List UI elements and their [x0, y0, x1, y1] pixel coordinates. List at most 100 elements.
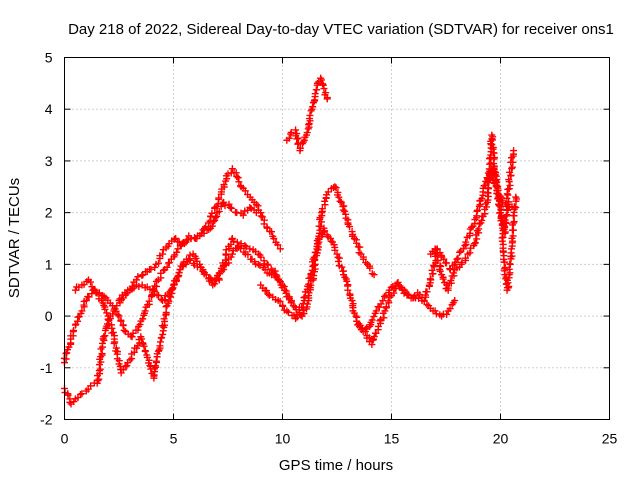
- data-point: [279, 302, 287, 310]
- data-point: [206, 274, 214, 282]
- data-point: [134, 326, 142, 334]
- data-point: [327, 237, 335, 245]
- data-point: [332, 184, 340, 192]
- data-point: [292, 315, 300, 323]
- data-point: [311, 90, 319, 98]
- data-point: [471, 239, 479, 247]
- x-tick-labels: 0 5 10 15 20 25: [61, 431, 618, 447]
- data-point: [154, 347, 162, 355]
- data-point: [483, 203, 491, 211]
- data-point: [320, 85, 328, 93]
- data-point: [126, 356, 134, 364]
- data-point: [298, 303, 306, 311]
- data-point: [274, 241, 282, 249]
- data-point: [268, 228, 276, 236]
- data-point: [185, 255, 193, 263]
- data-point: [283, 307, 291, 315]
- data-point: [159, 266, 167, 274]
- data-point: [305, 280, 313, 288]
- x-tick-label: 25: [602, 431, 618, 447]
- data-point: [163, 263, 171, 271]
- data-point: [158, 334, 166, 342]
- data-point: [140, 342, 148, 350]
- data-point: [138, 335, 146, 343]
- data-point: [510, 203, 518, 211]
- data-point: [221, 261, 229, 269]
- data-point: [101, 305, 109, 313]
- data-point: [145, 297, 153, 305]
- data-point: [442, 259, 450, 267]
- data-point: [173, 248, 181, 256]
- data-point: [387, 283, 395, 291]
- data-point: [169, 285, 177, 293]
- data-point: [466, 249, 474, 257]
- data-point: [117, 317, 125, 325]
- data-point: [447, 277, 455, 285]
- data-point: [508, 252, 516, 260]
- data-point: [473, 235, 481, 243]
- data-point: [230, 237, 238, 245]
- data-point: [136, 321, 144, 329]
- data-point: [208, 222, 216, 230]
- data-point: [500, 258, 508, 266]
- data-point: [453, 255, 461, 263]
- data-point: [187, 235, 195, 242]
- data-point: [489, 149, 497, 157]
- data-point: [324, 188, 332, 196]
- data-point: [255, 260, 263, 268]
- data-point: [318, 205, 326, 213]
- series-trace-d: [115, 183, 378, 320]
- data-point: [338, 263, 346, 271]
- data-point: [390, 289, 398, 297]
- data-point: [505, 176, 513, 184]
- data-point: [82, 297, 90, 305]
- data-point: [331, 246, 339, 254]
- data-point: [180, 240, 188, 248]
- data-point: [220, 266, 228, 274]
- data-point: [152, 357, 160, 365]
- y-tick-label: 2: [45, 205, 53, 221]
- data-point: [124, 286, 132, 294]
- data-point: [155, 292, 163, 300]
- data-point: [270, 235, 278, 242]
- data-point: [235, 178, 243, 186]
- data-point: [495, 202, 503, 210]
- data-point: [146, 285, 154, 293]
- data-point: [411, 292, 419, 300]
- data-point: [461, 242, 469, 250]
- data-point: [446, 305, 454, 313]
- data-point: [289, 302, 297, 310]
- data-point: [233, 172, 241, 180]
- data-point: [449, 269, 457, 277]
- data-point: [78, 390, 86, 398]
- data-point: [215, 194, 223, 202]
- data-point: [368, 341, 376, 349]
- data-point: [476, 220, 484, 228]
- data-point: [227, 204, 235, 212]
- data-point: [202, 271, 210, 279]
- data-point: [139, 315, 147, 323]
- data-point: [372, 307, 380, 315]
- data-point: [220, 198, 228, 206]
- data-point: [292, 126, 300, 134]
- data-point: [506, 168, 514, 176]
- data-point: [337, 198, 345, 206]
- x-axis-label: GPS time / hours: [279, 457, 393, 474]
- data-point: [234, 174, 242, 182]
- data-point: [508, 165, 516, 173]
- data-point: [497, 217, 505, 225]
- data-point: [241, 242, 249, 250]
- data-point: [114, 311, 122, 319]
- data-point: [444, 284, 452, 292]
- data-point: [512, 193, 520, 201]
- data-point: [370, 271, 378, 279]
- data-point: [284, 308, 292, 316]
- data-point: [300, 310, 308, 318]
- y-tick-label: 5: [45, 50, 53, 66]
- data-point: [272, 271, 280, 279]
- data-point: [495, 200, 503, 208]
- data-point: [64, 391, 72, 399]
- data-point: [246, 203, 254, 211]
- data-point: [495, 209, 503, 217]
- data-point: [461, 254, 469, 262]
